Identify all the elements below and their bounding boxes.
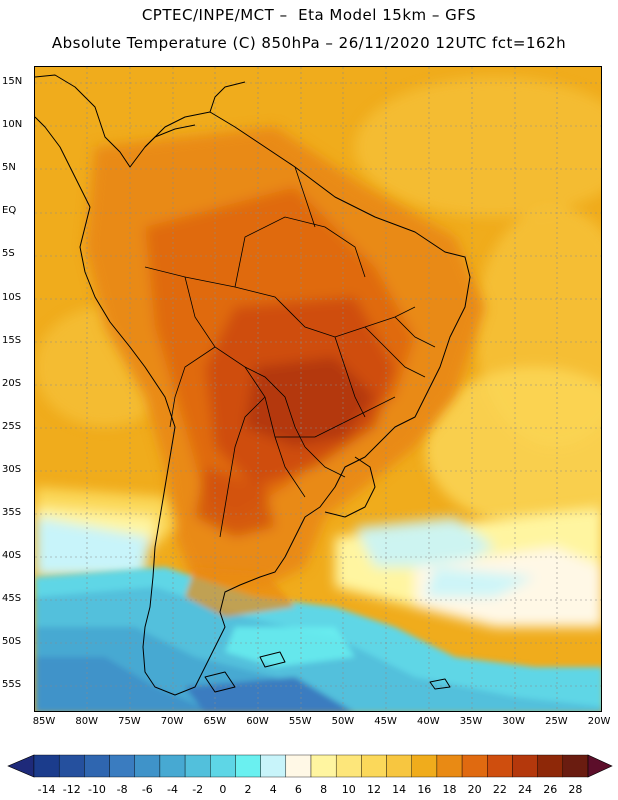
latitude-label: 30S — [2, 463, 22, 475]
color-scale-label: -8 — [116, 783, 128, 796]
field-south — [35, 567, 601, 711]
longitude-label: 30W — [502, 716, 525, 727]
longitude-label: 35W — [459, 716, 483, 727]
longitude-label: 60W — [246, 716, 269, 727]
color-scale-swatch — [487, 754, 513, 778]
color-scale-swatch — [411, 754, 438, 778]
color-scale-swatch — [84, 754, 110, 778]
latitude-label: 50S — [2, 636, 22, 648]
color-scale-swatch — [184, 754, 211, 778]
color-scale-label: 14 — [392, 783, 407, 796]
color-scale-label: 26 — [543, 783, 558, 796]
latitude-label: 5N — [2, 162, 16, 174]
color-scale-swatch — [285, 754, 312, 778]
color-scale-swatch — [58, 754, 85, 778]
latitude-label: 10N — [2, 119, 23, 131]
latitude-label: 5S — [2, 248, 15, 260]
latitude-label: 25S — [2, 420, 22, 432]
latitude-label: 15S — [2, 334, 22, 346]
color-scale-over-arrow — [587, 754, 613, 778]
latitude-label: 10S — [2, 291, 22, 303]
longitude-label: 70W — [160, 716, 184, 727]
latitude-label: 55S — [2, 679, 22, 691]
color-scale-swatch — [260, 754, 287, 778]
coastlines — [35, 74, 471, 696]
longitude-label: 65W — [203, 716, 227, 727]
longitude-label: 75W — [118, 716, 141, 727]
color-scale-label: -2 — [192, 783, 204, 796]
color-scale-label: 22 — [492, 783, 507, 796]
latitude-label: 45S — [2, 593, 22, 605]
chart-subtitle: Absolute Temperature (C) 850hPa – 26/11/… — [51, 34, 567, 52]
color-scale-label: 12 — [366, 783, 381, 796]
color-scale-label: 2 — [244, 783, 252, 796]
color-scale-label: 4 — [269, 783, 277, 796]
color-scale-swatch — [436, 754, 463, 778]
field-continent — [85, 127, 485, 587]
color-scale-swatch — [33, 754, 60, 778]
temperature-map — [34, 66, 602, 712]
latitude-label: 35S — [2, 507, 22, 518]
color-scale-swatch — [310, 754, 337, 778]
color-scale-label: -12 — [62, 783, 81, 796]
color-scale-label: 10 — [341, 783, 356, 796]
color-scale-swatch — [537, 754, 564, 778]
color-scale-label: 0 — [219, 783, 227, 796]
color-scale-label: 20 — [467, 783, 482, 796]
color-scale-swatch — [512, 754, 538, 778]
color-scale-swatch — [361, 754, 387, 778]
color-scale-swatch — [386, 754, 412, 778]
color-scale-label: 8 — [320, 783, 328, 796]
color-scale-swatch — [562, 754, 589, 778]
color-scale-under-arrow — [7, 754, 35, 778]
longitude-label: 20W — [587, 716, 611, 727]
color-scale-swatch — [109, 754, 135, 778]
color-scale-swatch — [461, 754, 488, 778]
color-scale-label: 6 — [294, 783, 302, 796]
color-scale-label: 18 — [442, 783, 457, 796]
field-tropics — [35, 77, 601, 527]
longitude-label: 25W — [545, 716, 568, 727]
color-scale-label: 28 — [568, 783, 583, 796]
field-midlatitude — [35, 487, 601, 627]
latitude-label: 20S — [2, 377, 22, 389]
color-scale-label: -10 — [87, 783, 106, 796]
longitude-label: 85W — [32, 716, 56, 727]
chart-title: CPTEC/INPE/MCT – Eta Model 15km – GFS — [141, 6, 477, 24]
country-borders — [144, 166, 436, 538]
color-scale-swatch — [335, 754, 362, 778]
color-scale-label: 24 — [518, 783, 533, 796]
color-scale — [7, 754, 613, 778]
color-scale-label: -4 — [167, 783, 178, 796]
longitude-label: 45W — [374, 716, 397, 727]
color-scale-swatch — [235, 754, 261, 778]
color-scale-label: -6 — [141, 783, 153, 796]
longitude-label: 55W — [288, 716, 312, 727]
longitude-label: 80W — [75, 716, 98, 727]
longitude-label: 50W — [331, 716, 355, 727]
latitude-label: 40S — [2, 550, 22, 562]
latitude-label: 15N — [2, 76, 23, 87]
color-scale-swatch — [210, 754, 236, 778]
latitude-label: EQ — [2, 205, 17, 217]
map-canvas — [35, 67, 601, 711]
color-scale-swatch — [159, 754, 186, 778]
color-scale-swatch — [134, 754, 161, 778]
color-scale-label: -14 — [37, 783, 56, 796]
color-scale-label: 16 — [417, 783, 432, 796]
longitude-label: 40W — [416, 716, 440, 727]
